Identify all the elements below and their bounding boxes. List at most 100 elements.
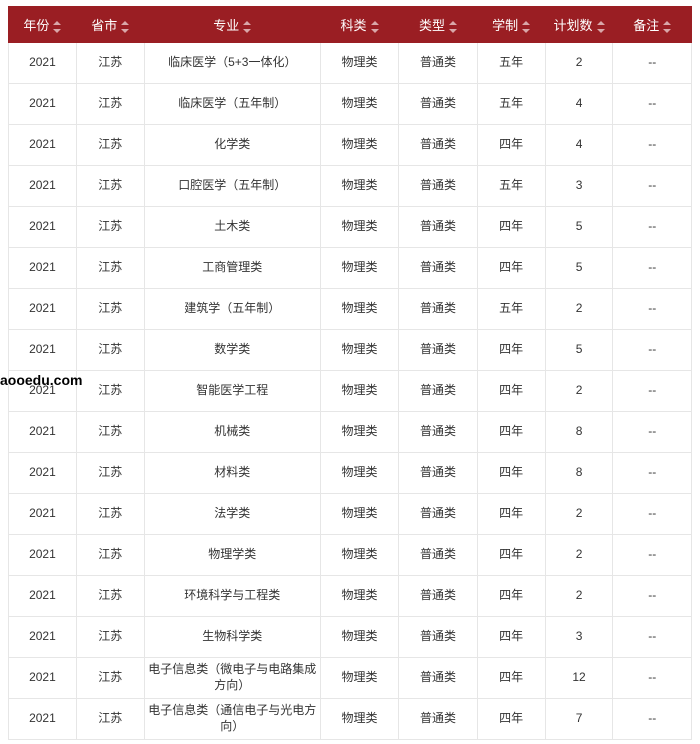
- cell-plan: 3: [545, 166, 613, 207]
- sort-icon[interactable]: [121, 21, 129, 33]
- cell-major: 建筑学（五年制）: [144, 289, 320, 330]
- cell-type: 普通类: [399, 658, 477, 699]
- cell-remark: --: [613, 617, 692, 658]
- cell-remark: --: [613, 576, 692, 617]
- cell-remark: --: [613, 207, 692, 248]
- table-row: 2021江苏材料类物理类普通类四年8--: [9, 453, 692, 494]
- cell-plan: 8: [545, 453, 613, 494]
- cell-year: 2021: [9, 453, 77, 494]
- cell-plan: 8: [545, 412, 613, 453]
- cell-province: 江苏: [76, 371, 144, 412]
- cell-subject: 物理类: [320, 166, 398, 207]
- cell-type: 普通类: [399, 453, 477, 494]
- table-row: 2021江苏电子信息类（微电子与电路集成方向）物理类普通类四年12--: [9, 658, 692, 699]
- cell-plan: 5: [545, 330, 613, 371]
- cell-subject: 物理类: [320, 494, 398, 535]
- cell-subject: 物理类: [320, 617, 398, 658]
- col-header-province[interactable]: 省市: [76, 7, 144, 43]
- col-header-remark[interactable]: 备注: [613, 7, 692, 43]
- table-row: 2021江苏物理学类物理类普通类四年2--: [9, 535, 692, 576]
- table-row: 2021江苏土木类物理类普通类四年5--: [9, 207, 692, 248]
- cell-type: 普通类: [399, 248, 477, 289]
- cell-province: 江苏: [76, 289, 144, 330]
- cell-plan: 4: [545, 84, 613, 125]
- col-header-label: 省市: [91, 18, 117, 33]
- cell-remark: --: [613, 248, 692, 289]
- sort-icon[interactable]: [371, 21, 379, 33]
- sort-icon[interactable]: [449, 21, 457, 33]
- cell-province: 江苏: [76, 412, 144, 453]
- sort-icon[interactable]: [522, 21, 530, 33]
- sort-icon[interactable]: [597, 21, 605, 33]
- cell-province: 江苏: [76, 248, 144, 289]
- col-header-plan[interactable]: 计划数: [545, 7, 613, 43]
- table-row: 2021江苏法学类物理类普通类四年2--: [9, 494, 692, 535]
- cell-province: 江苏: [76, 166, 144, 207]
- col-header-label: 备注: [633, 18, 659, 33]
- cell-province: 江苏: [76, 658, 144, 699]
- col-header-subject[interactable]: 科类: [320, 7, 398, 43]
- col-header-major[interactable]: 专业: [144, 7, 320, 43]
- cell-remark: --: [613, 699, 692, 740]
- col-header-label: 科类: [341, 18, 367, 33]
- cell-remark: --: [613, 412, 692, 453]
- cell-duration: 五年: [477, 84, 545, 125]
- table-row: 2021江苏临床医学（5+3一体化）物理类普通类五年2--: [9, 43, 692, 84]
- cell-plan: 2: [545, 289, 613, 330]
- col-header-label: 类型: [419, 18, 445, 33]
- cell-subject: 物理类: [320, 658, 398, 699]
- cell-subject: 物理类: [320, 289, 398, 330]
- cell-year: 2021: [9, 699, 77, 740]
- col-header-duration[interactable]: 学制: [477, 7, 545, 43]
- cell-remark: --: [613, 166, 692, 207]
- cell-duration: 五年: [477, 43, 545, 84]
- cell-province: 江苏: [76, 535, 144, 576]
- cell-year: 2021: [9, 166, 77, 207]
- cell-year: 2021: [9, 494, 77, 535]
- sort-icon[interactable]: [53, 21, 61, 33]
- col-header-year[interactable]: 年份: [9, 7, 77, 43]
- cell-year: 2021: [9, 125, 77, 166]
- sort-icon[interactable]: [663, 21, 671, 33]
- cell-type: 普通类: [399, 207, 477, 248]
- cell-province: 江苏: [76, 494, 144, 535]
- cell-duration: 四年: [477, 207, 545, 248]
- cell-major: 临床医学（五年制）: [144, 84, 320, 125]
- cell-duration: 四年: [477, 248, 545, 289]
- cell-type: 普通类: [399, 576, 477, 617]
- cell-subject: 物理类: [320, 576, 398, 617]
- cell-major: 智能医学工程: [144, 371, 320, 412]
- cell-duration: 四年: [477, 699, 545, 740]
- cell-type: 普通类: [399, 43, 477, 84]
- table-row: 2021江苏电子信息类（通信电子与光电方向）物理类普通类四年7--: [9, 699, 692, 740]
- cell-plan: 5: [545, 207, 613, 248]
- sort-icon[interactable]: [243, 21, 251, 33]
- cell-plan: 3: [545, 617, 613, 658]
- cell-duration: 四年: [477, 658, 545, 699]
- cell-province: 江苏: [76, 207, 144, 248]
- cell-plan: 12: [545, 658, 613, 699]
- cell-major: 临床医学（5+3一体化）: [144, 43, 320, 84]
- cell-type: 普通类: [399, 617, 477, 658]
- col-header-label: 计划数: [554, 18, 593, 33]
- cell-duration: 四年: [477, 535, 545, 576]
- col-header-type[interactable]: 类型: [399, 7, 477, 43]
- cell-remark: --: [613, 658, 692, 699]
- cell-subject: 物理类: [320, 43, 398, 84]
- cell-remark: --: [613, 453, 692, 494]
- cell-major: 数学类: [144, 330, 320, 371]
- table-row: 2021江苏环境科学与工程类物理类普通类四年2--: [9, 576, 692, 617]
- cell-subject: 物理类: [320, 699, 398, 740]
- cell-plan: 7: [545, 699, 613, 740]
- cell-duration: 四年: [477, 576, 545, 617]
- cell-major: 化学类: [144, 125, 320, 166]
- table-row: 2021江苏口腔医学（五年制）物理类普通类五年3--: [9, 166, 692, 207]
- cell-subject: 物理类: [320, 84, 398, 125]
- table-header-row: 年份省市 专业 科类 类型 学制 计划数 备注: [9, 7, 692, 43]
- cell-year: 2021: [9, 617, 77, 658]
- col-header-label: 学制: [492, 18, 518, 33]
- cell-plan: 2: [545, 535, 613, 576]
- cell-duration: 四年: [477, 330, 545, 371]
- cell-remark: --: [613, 535, 692, 576]
- cell-subject: 物理类: [320, 207, 398, 248]
